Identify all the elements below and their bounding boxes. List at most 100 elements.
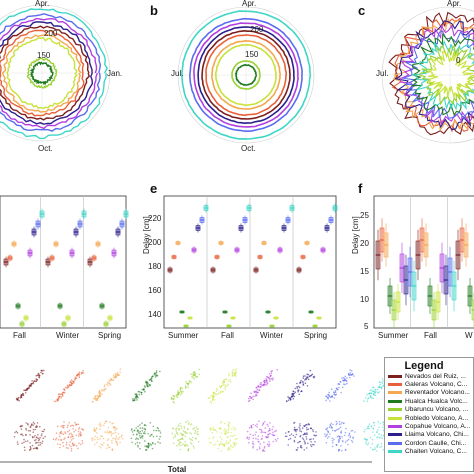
- scatter-point: [39, 425, 41, 428]
- scatter-point: [213, 398, 216, 401]
- scatter-point: [337, 428, 339, 431]
- legend: Legend Nevados del Ruiz, ... Galeras Volc…: [384, 357, 474, 472]
- scatter-point: [180, 394, 182, 396]
- scatter-point: [29, 434, 31, 436]
- scatter-point: [143, 385, 146, 387]
- scatter-point: [194, 429, 196, 432]
- scatter-point: [37, 444, 40, 447]
- scatter-point: [68, 383, 71, 386]
- scatter-point: [372, 431, 374, 433]
- scatter-point: [64, 432, 67, 435]
- scatter-point: [226, 436, 228, 439]
- scatter-point: [34, 428, 37, 431]
- scatter-point: [303, 425, 306, 427]
- scatter-point: [32, 431, 34, 434]
- scatter-point: [370, 447, 372, 449]
- scatter-point: [59, 431, 62, 434]
- scatter-point: [25, 422, 28, 424]
- scatter-point: [264, 431, 267, 434]
- scatter-point: [374, 447, 376, 449]
- box-f-ylabel: Delay [cm]: [351, 216, 360, 254]
- scatter-point: [299, 430, 301, 432]
- scatter-point: [98, 423, 101, 426]
- scatter-point: [276, 437, 279, 440]
- scatter-point: [104, 431, 106, 433]
- scatter-point: [61, 393, 64, 395]
- scatter-point: [208, 396, 211, 399]
- scatter-point: [144, 432, 146, 435]
- scatter-point: [197, 441, 200, 443]
- scatter-point: [327, 393, 329, 396]
- scatter-point: [297, 447, 299, 449]
- scatter-point: [142, 432, 145, 434]
- scatter-point: [292, 398, 295, 400]
- scatter-point: [345, 448, 347, 451]
- scatter-point: [229, 448, 231, 451]
- scatter-point: [382, 380, 384, 382]
- scatter-point: [263, 447, 266, 449]
- scatter-point: [260, 383, 263, 386]
- scatter-point: [180, 438, 182, 440]
- scatter-point: [341, 386, 344, 389]
- scatter-point: [264, 421, 266, 423]
- scatter-point: [376, 392, 379, 394]
- scatter-point: [266, 383, 268, 386]
- scatter-point: [180, 427, 183, 430]
- scatter-point: [196, 375, 199, 378]
- scatter-point: [154, 376, 157, 378]
- scatter-point: [15, 397, 18, 400]
- scatter-point: [143, 424, 146, 426]
- scatter-point: [101, 393, 103, 396]
- scatter-point: [93, 427, 95, 429]
- scatter-point: [289, 434, 291, 437]
- scatter-point: [20, 396, 23, 399]
- scatter-point: [131, 431, 134, 433]
- scatter-point: [347, 434, 350, 437]
- scatter-point: [232, 426, 235, 428]
- scatter-point: [25, 433, 27, 436]
- scatter-point: [183, 427, 186, 430]
- scatter-point: [184, 387, 187, 389]
- scatter-point: [252, 398, 254, 401]
- scatter-point: [93, 438, 96, 441]
- scatter-point: [112, 422, 114, 425]
- scatter-point: [297, 389, 299, 392]
- scatter-point: [334, 389, 337, 392]
- scatter-point: [181, 388, 184, 390]
- scatter-point: [261, 435, 264, 437]
- scatter-point: [195, 376, 197, 378]
- scatter-point: [80, 373, 82, 375]
- scatter-point: [293, 439, 296, 442]
- legend-swatch: [388, 450, 402, 454]
- scatter-point: [13, 436, 16, 438]
- scatter-point: [227, 423, 230, 426]
- scatter-point: [117, 373, 119, 375]
- scatter-point: [331, 395, 334, 398]
- scatter-point: [212, 437, 214, 440]
- scatter-point: [221, 438, 223, 441]
- scatter-point: [32, 436, 34, 439]
- scatter-point: [121, 437, 124, 440]
- scatter-point: [260, 385, 262, 387]
- scatter-point: [302, 380, 304, 383]
- scatter-point: [60, 430, 63, 433]
- scatter-point: [307, 373, 310, 376]
- scatter-point: [149, 443, 152, 446]
- scatter-point: [186, 444, 189, 447]
- scatter-point: [254, 424, 257, 427]
- scatter-point: [301, 437, 304, 439]
- scatter-point: [333, 393, 335, 396]
- scatter-point: [369, 437, 372, 439]
- scatter-point: [131, 441, 133, 444]
- scatter-point: [367, 425, 369, 428]
- polar-series-line: [427, 50, 474, 99]
- scatter-point: [313, 434, 315, 437]
- scatter-point: [349, 435, 352, 437]
- scatter-point: [216, 389, 219, 391]
- scatter-point: [62, 424, 64, 427]
- scatter-point: [377, 429, 379, 431]
- scatter-point: [35, 439, 37, 441]
- scatter-point: [193, 427, 196, 429]
- scatter-point: [213, 396, 215, 398]
- scatter-point: [119, 441, 121, 444]
